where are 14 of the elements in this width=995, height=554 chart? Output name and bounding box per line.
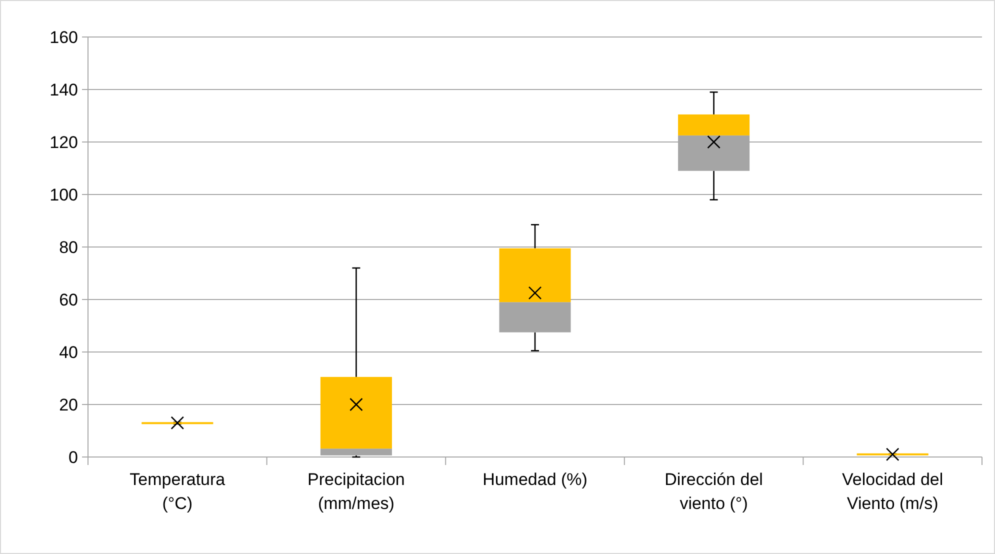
- x-tick-label: Temperatura (°C): [130, 470, 226, 513]
- y-tick-label: 0: [68, 448, 78, 467]
- y-tick-label: 40: [59, 342, 78, 362]
- x-tick-label: Precipitacion (mm/mes): [308, 470, 405, 513]
- y-tick-label: 20: [59, 395, 78, 414]
- x-tick-label: Humedad (%): [482, 470, 588, 489]
- x-tick-label: Dirección del viento (°): [664, 470, 763, 513]
- y-tick-label: 100: [50, 185, 78, 204]
- x-tick-label: Velocidad del Viento (m/s): [842, 470, 944, 513]
- y-tick-label: 120: [50, 132, 78, 152]
- y-tick-label: 160: [50, 28, 78, 47]
- y-tick-label: 60: [59, 290, 78, 310]
- y-tick-label: 80: [59, 238, 78, 257]
- y-tick-label: 140: [50, 80, 78, 100]
